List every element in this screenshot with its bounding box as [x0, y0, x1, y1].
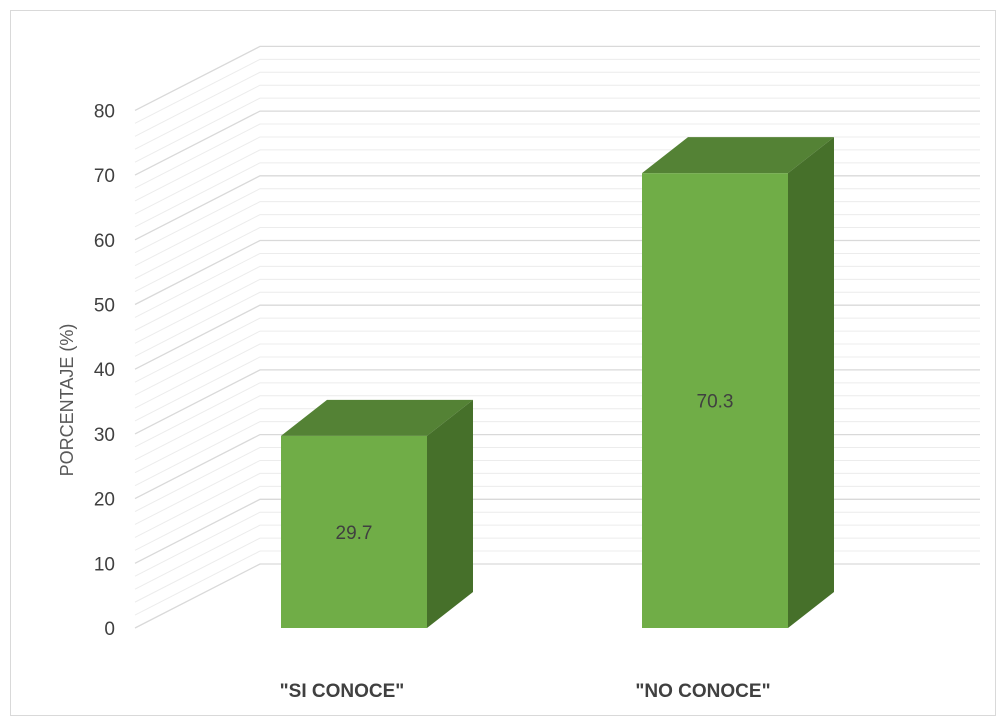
bar-front: [281, 435, 427, 628]
bars: 29.7 70.3: [281, 137, 834, 628]
gridline-major: [134, 45, 980, 111]
category-label: "SI CONOCE": [280, 681, 405, 702]
bar: 70.3: [642, 137, 834, 628]
y-tick-label: 40: [94, 360, 115, 381]
y-tick-label: 0: [104, 619, 115, 640]
gridline-minor: [134, 71, 980, 137]
category-label: "NO CONOCE": [635, 681, 770, 702]
bar-top: [642, 137, 834, 174]
bar-top: [281, 399, 473, 436]
bar-side: [788, 137, 834, 628]
gridline-minor: [134, 58, 980, 124]
gridline-minor: [134, 136, 980, 202]
gridline-minor: [134, 97, 980, 163]
y-tick-label: 30: [94, 425, 115, 446]
y-axis-title: PORCENTAJE (%): [57, 324, 77, 477]
gridline-minor: [134, 84, 980, 150]
y-tick-label: 70: [94, 166, 115, 187]
y-tick-label: 50: [94, 296, 115, 317]
x-axis-categories: "SI CONOCE" "NO CONOCE": [280, 681, 771, 702]
data-label: 70.3: [697, 392, 734, 413]
y-tick-label: 80: [94, 101, 115, 122]
bar-side: [427, 399, 473, 628]
y-tick-label: 20: [94, 490, 115, 511]
y-tick-label: 10: [94, 554, 115, 575]
bar: 29.7: [281, 399, 473, 628]
bar-front: [642, 173, 788, 628]
data-label: 29.7: [336, 523, 373, 544]
gridline-minor: [134, 123, 980, 189]
chart-border: [10, 10, 996, 716]
gridline-major: [134, 110, 980, 176]
y-tick-label: 60: [94, 231, 115, 252]
y-axis-ticks: 0 10 20 30 40 50 60 70 80: [94, 101, 115, 640]
